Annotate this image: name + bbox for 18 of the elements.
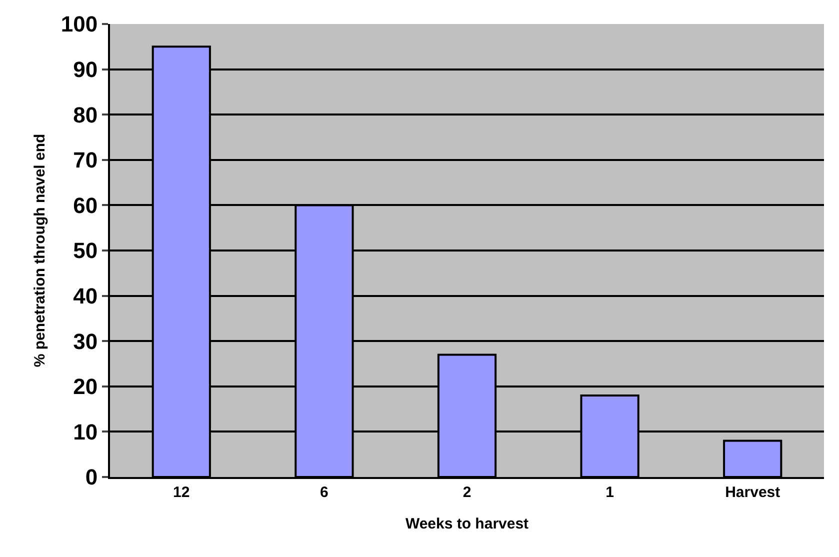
x-tick-label: Harvest (725, 484, 780, 501)
x-tick-label: 1 (606, 484, 614, 501)
x-tick-label: 6 (320, 484, 328, 501)
y-tick-label: 40 (73, 284, 98, 308)
y-tick-label: 90 (73, 57, 98, 82)
y-tick-label: 30 (73, 328, 98, 354)
y-tick-label: 100 (60, 12, 98, 37)
y-tick-label: 50 (73, 238, 98, 264)
x-axis-title: Weeks to harvest (405, 516, 529, 532)
y-tick-label: 70 (73, 148, 98, 173)
y-tick-label: 60 (73, 192, 98, 218)
y-axis-title: % penetration through navel end (32, 134, 49, 368)
y-tick-label: 0 (85, 464, 98, 490)
y-tick-label: 10 (73, 419, 98, 444)
x-tick-label: 2 (462, 484, 472, 501)
y-tick-label: 20 (73, 374, 98, 400)
x-tick-label: 12 (173, 484, 190, 501)
y-tick-label: 80 (73, 102, 98, 128)
